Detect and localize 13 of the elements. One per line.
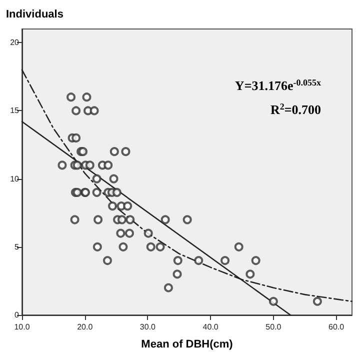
y-axis-title: Individuals [6, 8, 64, 20]
y-tick-label: 15 [10, 106, 20, 116]
x-tick-label: 40.0 [202, 322, 219, 332]
y-tick-label: 0 [14, 310, 20, 320]
x-axis-title: Mean of DBH(cm) [141, 338, 234, 350]
x-tick-label: 10.0 [14, 322, 30, 332]
y-tick-label: 5 [14, 242, 20, 252]
x-tick-label: 60.0 [328, 322, 345, 332]
x-tick-label: 30.0 [140, 322, 156, 332]
y-tick-label: 20 [10, 38, 20, 48]
x-tick-label: 20.0 [77, 322, 94, 332]
x-tick-label: 50.0 [266, 322, 282, 332]
y-tick-label: 10 [10, 174, 20, 184]
